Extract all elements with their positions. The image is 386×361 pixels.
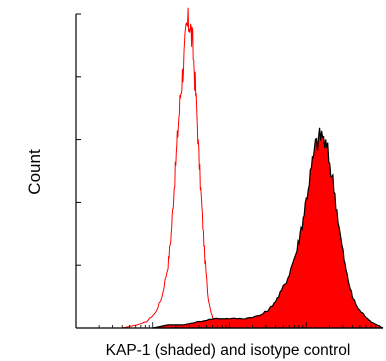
- axis-ticks: [75, 13, 380, 328]
- y-axis-label: Count: [25, 149, 44, 195]
- series-1-trace: [76, 7, 261, 329]
- x-axis-label: KAP-1 (shaded) and isotype control: [106, 342, 351, 359]
- series-2-trace: [152, 127, 384, 329]
- plot-area: [76, 7, 384, 329]
